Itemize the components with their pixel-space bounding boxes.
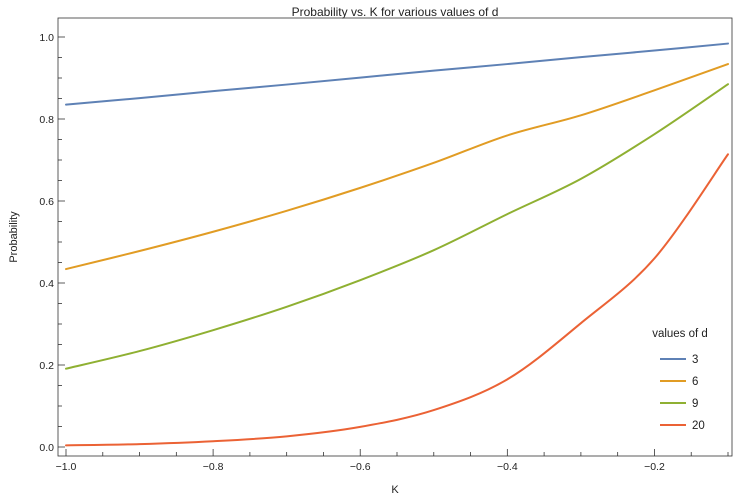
series-line-d-3 — [65, 42, 729, 106]
x-tick-label: −0.4 — [497, 461, 518, 473]
y-tick-label: 0.4 — [39, 278, 54, 290]
y-tick-label: 0.6 — [39, 196, 54, 208]
legend: values of d 3 6 9 20 — [652, 328, 708, 432]
x-axis-label: K — [391, 484, 399, 496]
y-tick-label: 0.8 — [39, 114, 54, 126]
plot-frame — [57, 17, 733, 457]
legend-title: values of d — [652, 328, 708, 340]
y-axis: 0.0 0.2 0.4 0.6 0.8 1.0 — [39, 32, 65, 454]
y-axis-label: Probability — [8, 211, 20, 263]
series-line-d-20 — [65, 153, 729, 447]
chart-title: Probability vs. K for various values of … — [292, 5, 499, 19]
y-tick-label: 0.0 — [39, 442, 54, 454]
series-line-d-9 — [65, 83, 729, 370]
legend-label: 9 — [692, 398, 698, 410]
x-tick-label: −0.8 — [203, 461, 224, 473]
legend-label: 20 — [692, 420, 705, 432]
x-tick-label: −1.0 — [56, 461, 77, 473]
series-line-d-6 — [65, 63, 729, 271]
legend-label: 3 — [692, 354, 698, 366]
y-tick-label: 1.0 — [39, 32, 54, 44]
y-tick-label: 0.2 — [39, 360, 54, 372]
x-axis: −1.0 −0.8 −0.6 −0.4 −0.2 — [56, 449, 729, 473]
legend-label: 6 — [692, 376, 698, 388]
x-tick-label: −0.6 — [350, 461, 371, 473]
series-group — [65, 42, 729, 447]
x-tick-label: −0.2 — [644, 461, 665, 473]
